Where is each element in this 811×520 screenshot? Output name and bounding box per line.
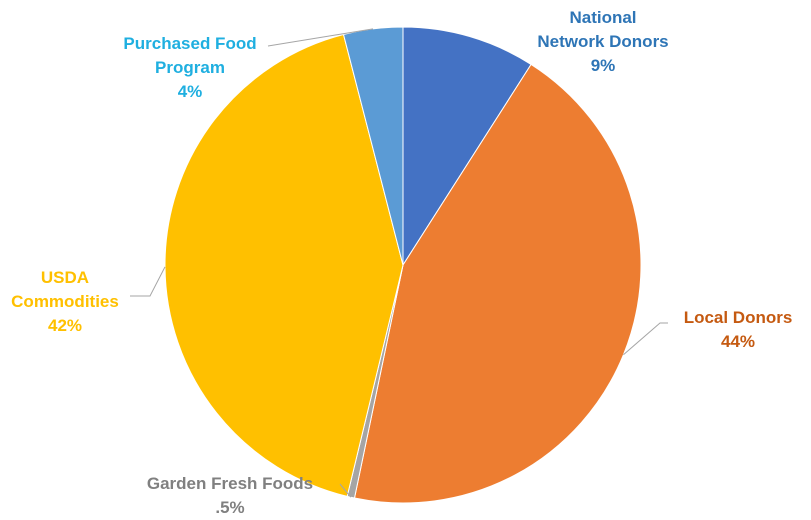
slice-label-local-donors: Local Donors 44% (668, 306, 808, 354)
slice-percent: .5% (215, 498, 245, 517)
slice-name: Commodities (11, 292, 119, 311)
slice-name: Local Donors (683, 308, 793, 327)
leader-line (130, 266, 166, 297)
pie-slice-national-network-donors (402, 26, 532, 267)
slice-name: Program (155, 58, 225, 77)
slice-name: National (569, 8, 637, 27)
slice-percent: 4% (177, 82, 203, 101)
slice-label-purchased-food-program: Purchased Food Program 4% (90, 32, 290, 104)
leader-line (267, 28, 374, 47)
slice-name: Network Donors (537, 32, 669, 51)
leader-lines (130, 28, 668, 498)
slice-name: Purchased Food (123, 34, 257, 53)
slice-label-national-network-donors: National Network Donors 9% (528, 6, 678, 78)
leader-line (623, 322, 668, 356)
slice-label-usda-commodities: USDA Commodities 42% (0, 266, 130, 338)
slice-name: USDA (40, 268, 90, 287)
leader-line (339, 483, 352, 498)
slice-percent: 44% (720, 332, 756, 351)
slice-label-garden-fresh-foods: Garden Fresh Foods .5% (100, 472, 360, 520)
pie-slices (164, 26, 642, 504)
slice-percent: 42% (47, 316, 83, 335)
slice-name: Garden Fresh Foods (146, 474, 314, 493)
pie-slice-usda-commodities (164, 33, 404, 497)
slice-percent: 9% (590, 56, 616, 75)
pie-slice-local-donors (353, 63, 642, 504)
